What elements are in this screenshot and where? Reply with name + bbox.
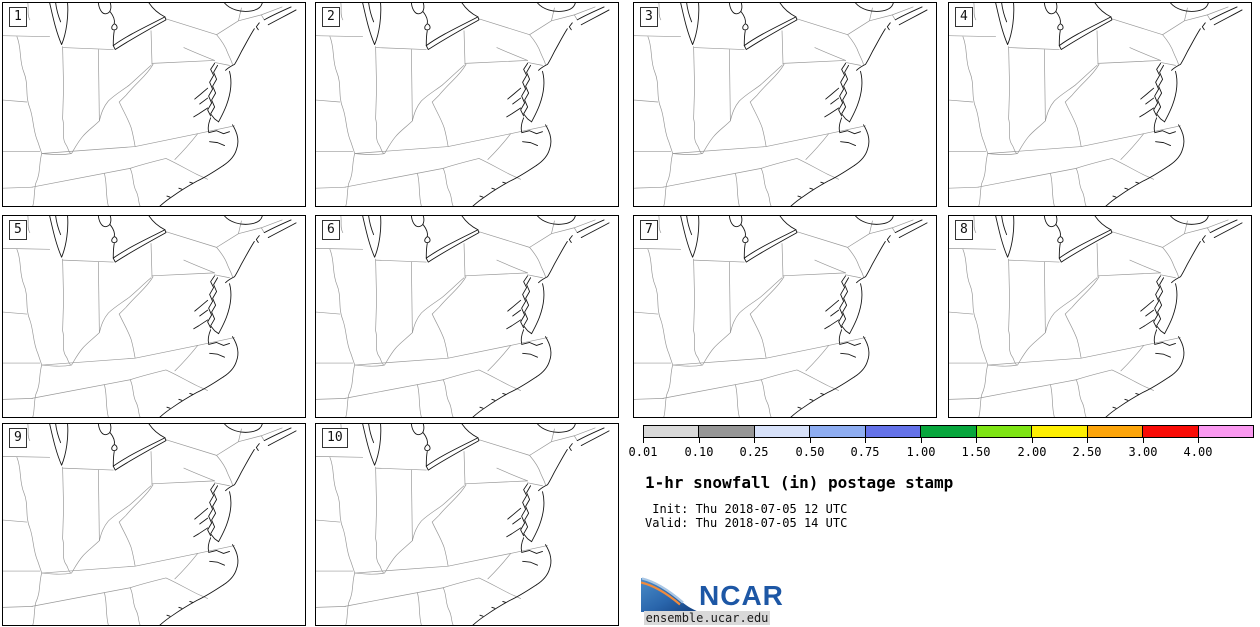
- colorbar-segment: [1197, 426, 1253, 437]
- map-outline: [3, 3, 297, 206]
- ncar-logo-swoosh-icon: [641, 577, 699, 612]
- map-panel: 7: [633, 215, 937, 418]
- colorbar-segment: [975, 426, 1032, 437]
- panel-label: 6: [322, 220, 340, 240]
- map-panel: 3: [633, 2, 937, 207]
- map-panel: 6: [315, 215, 619, 418]
- colorbar-tick-label: 0.75: [850, 445, 880, 459]
- map-panel: 8: [948, 215, 1252, 418]
- panel-label: 9: [9, 428, 27, 448]
- colorbar-tick-label: 2.50: [1072, 445, 1102, 459]
- valid-time-label: Valid: Thu 2018-07-05 14 UTC: [645, 516, 848, 530]
- map-outline: [316, 3, 610, 206]
- colorbar-tick-label: 1.00: [906, 445, 936, 459]
- colorbar-segment: [1142, 426, 1198, 437]
- panel-label: 10: [322, 428, 348, 448]
- map-panel: 5: [2, 215, 306, 418]
- panel-label: 8: [955, 220, 973, 240]
- colorbar-segment: [1086, 426, 1143, 437]
- map-outline: [634, 3, 928, 206]
- ncar-site-label: ensemble.ucar.edu: [644, 611, 770, 625]
- colorbar-tick: [643, 438, 644, 443]
- colorbar-tick: [1087, 438, 1088, 443]
- colorbar-tick: [1032, 438, 1033, 443]
- colorbar-tick: [976, 438, 977, 443]
- map-panel: 10: [315, 423, 619, 626]
- colorbar-ticks: 0.01 0.10 0.25 0.50 0.75 1.00 1.50 2.00 2.50 3.00…: [629, 438, 1254, 462]
- panel-label: 7: [640, 220, 658, 240]
- colorbar-tick-label: 2.00: [1017, 445, 1047, 459]
- colorbar-segment: [920, 426, 976, 437]
- colorbar: [643, 425, 1254, 438]
- map-outline: [316, 424, 610, 625]
- map-outline: [3, 424, 297, 625]
- map-panel: 9: [2, 423, 306, 626]
- colorbar-tick: [865, 438, 866, 443]
- colorbar-tick: [1143, 438, 1144, 443]
- panel-label: 4: [955, 7, 973, 27]
- colorbar-tick: [754, 438, 755, 443]
- colorbar-tick-label: 4.00: [1183, 445, 1213, 459]
- colorbar-segment: [644, 426, 699, 437]
- map-outline: [634, 216, 928, 417]
- colorbar-tick-label: 0.25: [739, 445, 769, 459]
- figure-title: 1-hr snowfall (in) postage stamp: [645, 473, 954, 492]
- colorbar-segment: [698, 426, 754, 437]
- colorbar-segment: [809, 426, 865, 437]
- map-outline: [316, 216, 610, 417]
- init-time-label: Init: Thu 2018-07-05 12 UTC: [645, 502, 848, 516]
- panel-label: 2: [322, 7, 340, 27]
- panel-label: 5: [9, 220, 27, 240]
- ncar-logo-text: NCAR: [699, 580, 784, 611]
- map-panel: 1: [2, 2, 306, 207]
- panel-label: 3: [640, 7, 658, 27]
- map-panel: 4: [948, 2, 1252, 207]
- colorbar-tick: [699, 438, 700, 443]
- map-outline: [949, 3, 1243, 206]
- colorbar-tick-label: 0.50: [795, 445, 825, 459]
- map-outline: [3, 216, 297, 417]
- colorbar-tick: [1198, 438, 1199, 443]
- colorbar-tick: [810, 438, 811, 443]
- map-outline: [949, 216, 1243, 417]
- colorbar-segment: [1031, 426, 1087, 437]
- colorbar-tick-label: 3.00: [1128, 445, 1158, 459]
- colorbar-segment: [864, 426, 921, 437]
- colorbar-segment: [753, 426, 810, 437]
- panel-label: 1: [9, 7, 27, 27]
- colorbar-tick-label: 0.01: [628, 445, 658, 459]
- colorbar-tick-label: 1.50: [961, 445, 991, 459]
- colorbar-tick-label: 0.10: [684, 445, 714, 459]
- map-panel: 2: [315, 2, 619, 207]
- colorbar-tick: [921, 438, 922, 443]
